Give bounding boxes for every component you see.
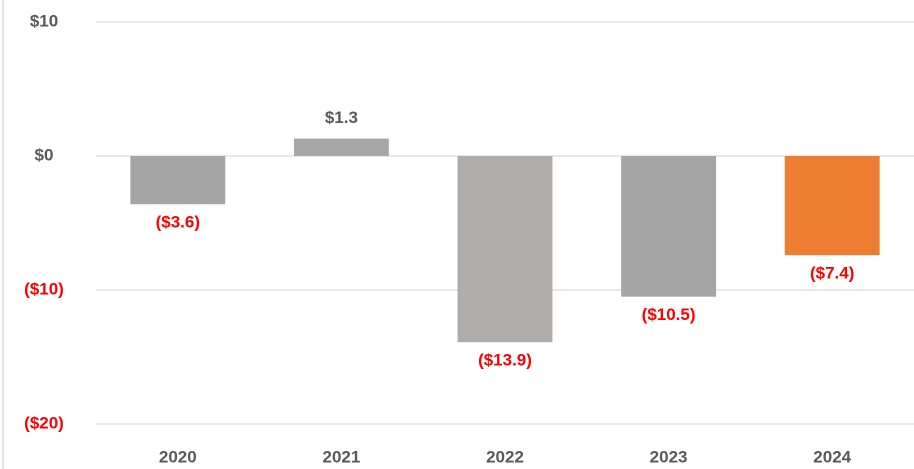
x-tick-label: 2020 <box>159 447 197 466</box>
value-label: ($10.5) <box>642 305 696 324</box>
value-label: $1.3 <box>325 108 358 127</box>
bar <box>130 156 226 205</box>
bar <box>457 156 553 343</box>
x-tick-label: 2023 <box>650 447 688 466</box>
x-tick-label: 2021 <box>322 447 360 466</box>
value-label: ($13.9) <box>478 351 532 370</box>
y-tick-label: $10 <box>30 11 58 30</box>
x-tick-label: 2024 <box>813 447 851 466</box>
bar <box>784 156 880 256</box>
value-label: ($3.6) <box>156 213 200 232</box>
y-tick-label: $0 <box>35 145 54 164</box>
bar <box>621 156 717 297</box>
y-tick-label: ($20) <box>24 413 64 432</box>
bar <box>293 138 389 156</box>
value-label: ($7.4) <box>810 264 854 283</box>
y-tick-label: ($10) <box>24 279 64 298</box>
x-tick-label: 2022 <box>486 447 524 466</box>
